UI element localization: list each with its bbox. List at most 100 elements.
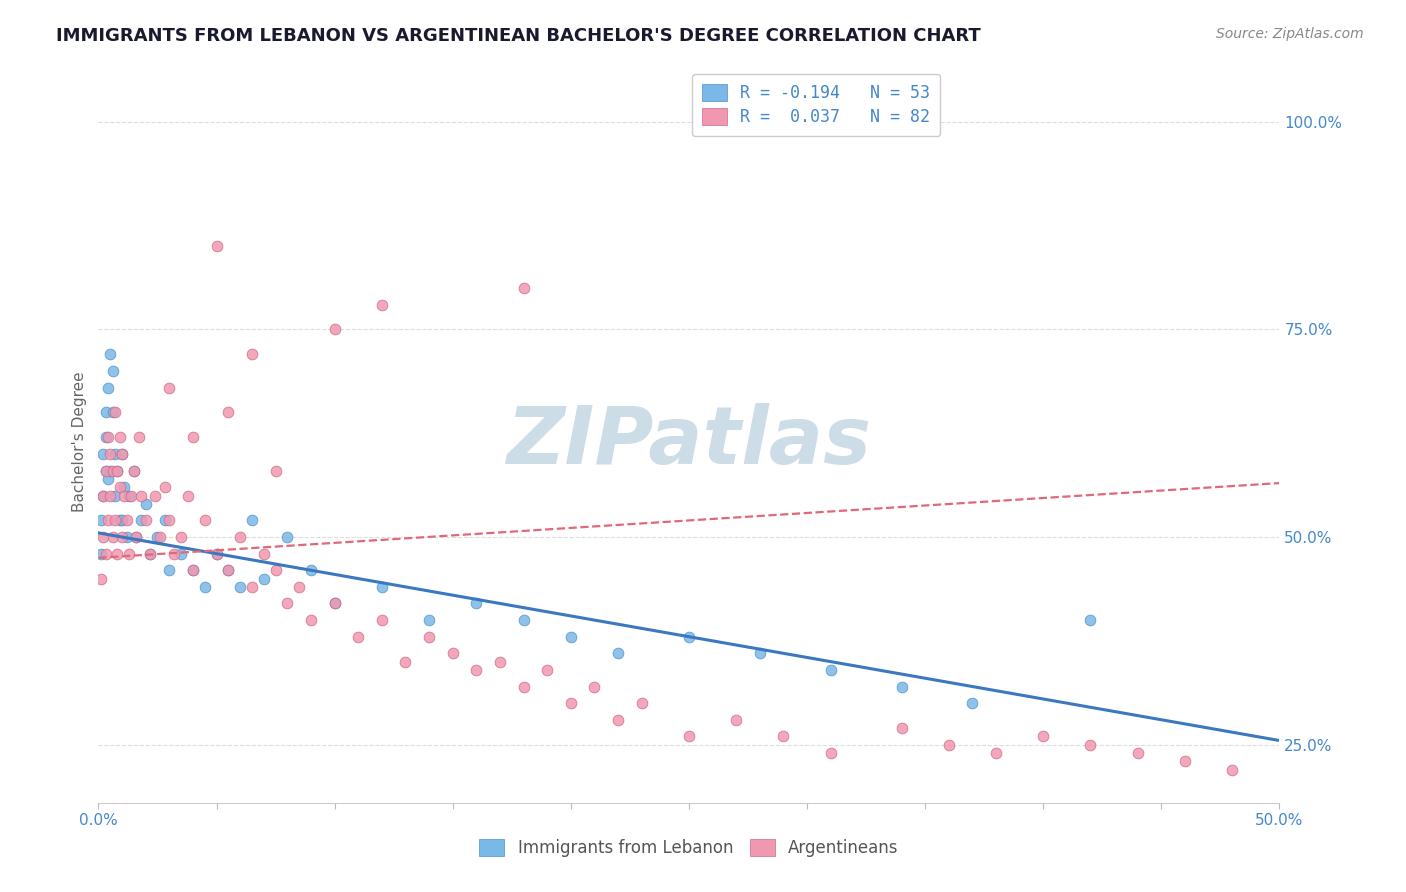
Point bbox=[890, 721, 912, 735]
Point bbox=[276, 597, 298, 611]
Point bbox=[607, 646, 630, 660]
Point bbox=[678, 630, 700, 644]
Point bbox=[194, 580, 217, 594]
Point bbox=[105, 464, 128, 478]
Point bbox=[489, 655, 512, 669]
Point bbox=[121, 489, 143, 503]
Point bbox=[1174, 754, 1197, 768]
Point bbox=[465, 663, 488, 677]
Point bbox=[170, 530, 193, 544]
Point bbox=[371, 297, 394, 311]
Point bbox=[90, 547, 112, 561]
Point bbox=[122, 464, 145, 478]
Point bbox=[101, 364, 124, 378]
Point bbox=[820, 746, 842, 760]
Point bbox=[98, 489, 121, 503]
Point bbox=[118, 547, 141, 561]
Point bbox=[441, 646, 464, 660]
Point bbox=[91, 447, 114, 461]
Point bbox=[299, 563, 322, 577]
Point bbox=[371, 580, 394, 594]
Point bbox=[125, 530, 148, 544]
Point bbox=[98, 447, 121, 461]
Point bbox=[1032, 730, 1054, 744]
Point bbox=[240, 580, 263, 594]
Point bbox=[678, 730, 700, 744]
Point bbox=[1220, 763, 1243, 777]
Point bbox=[97, 380, 120, 394]
Point bbox=[560, 630, 582, 644]
Point bbox=[129, 489, 152, 503]
Point bbox=[135, 513, 157, 527]
Point bbox=[118, 489, 141, 503]
Point bbox=[105, 464, 128, 478]
Point bbox=[512, 281, 534, 295]
Point bbox=[111, 513, 134, 527]
Point bbox=[181, 563, 204, 577]
Point bbox=[583, 680, 606, 694]
Point bbox=[177, 489, 200, 503]
Point bbox=[984, 746, 1007, 760]
Point bbox=[194, 513, 217, 527]
Point bbox=[115, 530, 138, 544]
Point bbox=[143, 489, 166, 503]
Point bbox=[276, 530, 298, 544]
Point bbox=[217, 405, 239, 419]
Point bbox=[94, 405, 117, 419]
Point bbox=[153, 513, 176, 527]
Point bbox=[111, 530, 134, 544]
Point bbox=[217, 563, 239, 577]
Point bbox=[229, 580, 252, 594]
Point bbox=[181, 430, 204, 444]
Point bbox=[205, 547, 228, 561]
Point bbox=[820, 663, 842, 677]
Point bbox=[512, 680, 534, 694]
Point bbox=[135, 497, 157, 511]
Text: ZIPatlas: ZIPatlas bbox=[506, 402, 872, 481]
Point bbox=[94, 430, 117, 444]
Point bbox=[90, 572, 112, 586]
Point bbox=[181, 563, 204, 577]
Point bbox=[170, 547, 193, 561]
Point bbox=[157, 380, 180, 394]
Y-axis label: Bachelor's Degree: Bachelor's Degree bbox=[72, 371, 87, 512]
Point bbox=[101, 464, 124, 478]
Point bbox=[205, 239, 228, 253]
Point bbox=[108, 513, 131, 527]
Point bbox=[748, 646, 770, 660]
Point bbox=[240, 513, 263, 527]
Point bbox=[149, 530, 172, 544]
Point bbox=[139, 547, 162, 561]
Point bbox=[607, 713, 630, 727]
Point bbox=[115, 513, 138, 527]
Point bbox=[157, 513, 180, 527]
Point bbox=[112, 489, 135, 503]
Point bbox=[1126, 746, 1149, 760]
Point bbox=[253, 547, 276, 561]
Point bbox=[90, 513, 112, 527]
Point bbox=[104, 405, 127, 419]
Point bbox=[560, 696, 582, 710]
Point bbox=[97, 430, 120, 444]
Point bbox=[323, 597, 346, 611]
Point bbox=[91, 530, 114, 544]
Point bbox=[108, 430, 131, 444]
Point bbox=[122, 464, 145, 478]
Point bbox=[111, 447, 134, 461]
Point bbox=[630, 696, 652, 710]
Point bbox=[111, 447, 134, 461]
Point bbox=[97, 513, 120, 527]
Point bbox=[725, 713, 748, 727]
Point bbox=[104, 489, 127, 503]
Point bbox=[394, 655, 416, 669]
Point bbox=[94, 464, 117, 478]
Point bbox=[536, 663, 558, 677]
Point bbox=[91, 489, 114, 503]
Point bbox=[962, 696, 984, 710]
Point bbox=[129, 513, 152, 527]
Point bbox=[163, 547, 186, 561]
Point bbox=[205, 547, 228, 561]
Point bbox=[153, 480, 176, 494]
Point bbox=[125, 530, 148, 544]
Point bbox=[323, 597, 346, 611]
